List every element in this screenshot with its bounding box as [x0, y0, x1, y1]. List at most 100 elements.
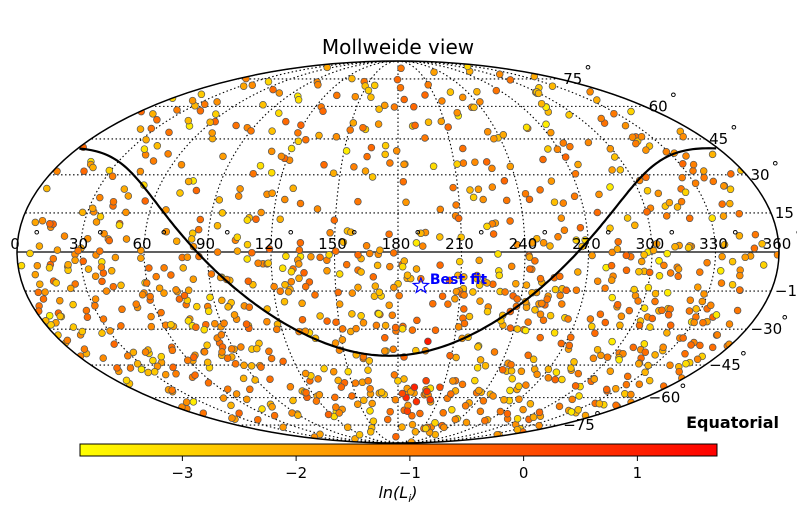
- event-point: [562, 286, 571, 295]
- event-point: [550, 329, 559, 337]
- event-point: [454, 323, 463, 331]
- event-point: [349, 119, 358, 127]
- event-point: [547, 128, 555, 137]
- event-point: [109, 282, 118, 291]
- event-point: [720, 240, 729, 249]
- event-point: [372, 321, 381, 330]
- event-point: [169, 363, 177, 372]
- event-point: [91, 272, 100, 280]
- event-point: [319, 107, 327, 115]
- event-point: [80, 167, 88, 175]
- event-point: [132, 300, 140, 308]
- event-point: [152, 272, 160, 281]
- event-point: [335, 300, 344, 308]
- event-point: [346, 126, 354, 134]
- event-point: [548, 82, 557, 90]
- event-point: [452, 353, 460, 362]
- event-point: [543, 295, 551, 303]
- event-point: [142, 135, 150, 144]
- event-point: [91, 295, 100, 303]
- event-point: [601, 318, 610, 327]
- event-point: [251, 376, 259, 384]
- event-point: [224, 303, 232, 311]
- event-point: [92, 218, 101, 226]
- event-point: [381, 321, 390, 330]
- event-point: [460, 291, 468, 299]
- event-point: [498, 365, 507, 374]
- event-point: [334, 288, 342, 297]
- event-point: [550, 198, 559, 206]
- event-point: [610, 109, 618, 118]
- event-point: [685, 214, 694, 223]
- event-point: [565, 111, 573, 119]
- event-point: [264, 77, 273, 86]
- event-point: [177, 160, 186, 169]
- event-point: [466, 186, 474, 194]
- event-point: [126, 364, 135, 372]
- event-point: [476, 98, 484, 106]
- event-point: [612, 384, 620, 393]
- event-point: [362, 242, 371, 250]
- event-point: [717, 279, 726, 287]
- event-point: [157, 352, 166, 361]
- dec-tick-degree: °: [730, 122, 738, 140]
- event-point: [147, 124, 156, 133]
- event-point: [567, 408, 576, 416]
- event-point: [79, 257, 87, 266]
- event-point: [280, 297, 289, 306]
- event-point: [348, 392, 356, 400]
- event-point: [551, 285, 560, 294]
- event-point: [424, 118, 433, 126]
- event-point: [694, 283, 702, 291]
- event-point: [338, 325, 347, 333]
- event-point: [239, 82, 248, 90]
- event-point: [39, 295, 48, 303]
- event-point: [300, 269, 308, 277]
- event-point: [666, 321, 675, 330]
- event-point: [458, 93, 467, 102]
- event-point: [363, 152, 371, 161]
- event-point: [502, 196, 511, 205]
- event-point: [276, 287, 285, 295]
- event-point: [377, 388, 386, 397]
- event-point: [331, 247, 340, 255]
- event-point: [213, 98, 221, 106]
- event-point: [473, 363, 482, 372]
- ra-tick-degree: °: [160, 227, 168, 245]
- event-point: [460, 273, 468, 281]
- ra-tick-degree: °: [33, 227, 41, 245]
- event-point: [45, 264, 54, 272]
- event-point: [561, 153, 570, 161]
- event-point: [191, 371, 199, 379]
- event-point: [117, 322, 125, 330]
- event-point: [324, 410, 333, 419]
- event-point: [84, 265, 93, 273]
- event-point: [149, 157, 158, 165]
- dec-tick-degree: °: [584, 62, 592, 80]
- event-point: [243, 395, 251, 404]
- sky-outline: [16, 60, 780, 444]
- event-point: [268, 127, 276, 135]
- event-point: [329, 169, 338, 177]
- event-point: [606, 224, 614, 232]
- event-point: [681, 188, 690, 197]
- event-point: [365, 249, 374, 258]
- event-point: [357, 312, 365, 320]
- event-point: [246, 385, 254, 394]
- event-point: [488, 164, 496, 173]
- ra-tick-degree: °: [605, 227, 613, 245]
- event-point: [233, 233, 242, 241]
- event-point: [713, 331, 722, 339]
- dec-tick-degree: °: [772, 158, 780, 176]
- event-point: [542, 120, 550, 129]
- event-point: [173, 106, 181, 114]
- event-point: [344, 367, 352, 376]
- event-point: [354, 197, 362, 206]
- event-point: [149, 356, 157, 365]
- event-point: [182, 398, 191, 406]
- event-point: [588, 322, 596, 331]
- event-point: [421, 91, 429, 99]
- event-point: [331, 393, 339, 402]
- event-point: [282, 117, 290, 126]
- event-point: [655, 272, 664, 280]
